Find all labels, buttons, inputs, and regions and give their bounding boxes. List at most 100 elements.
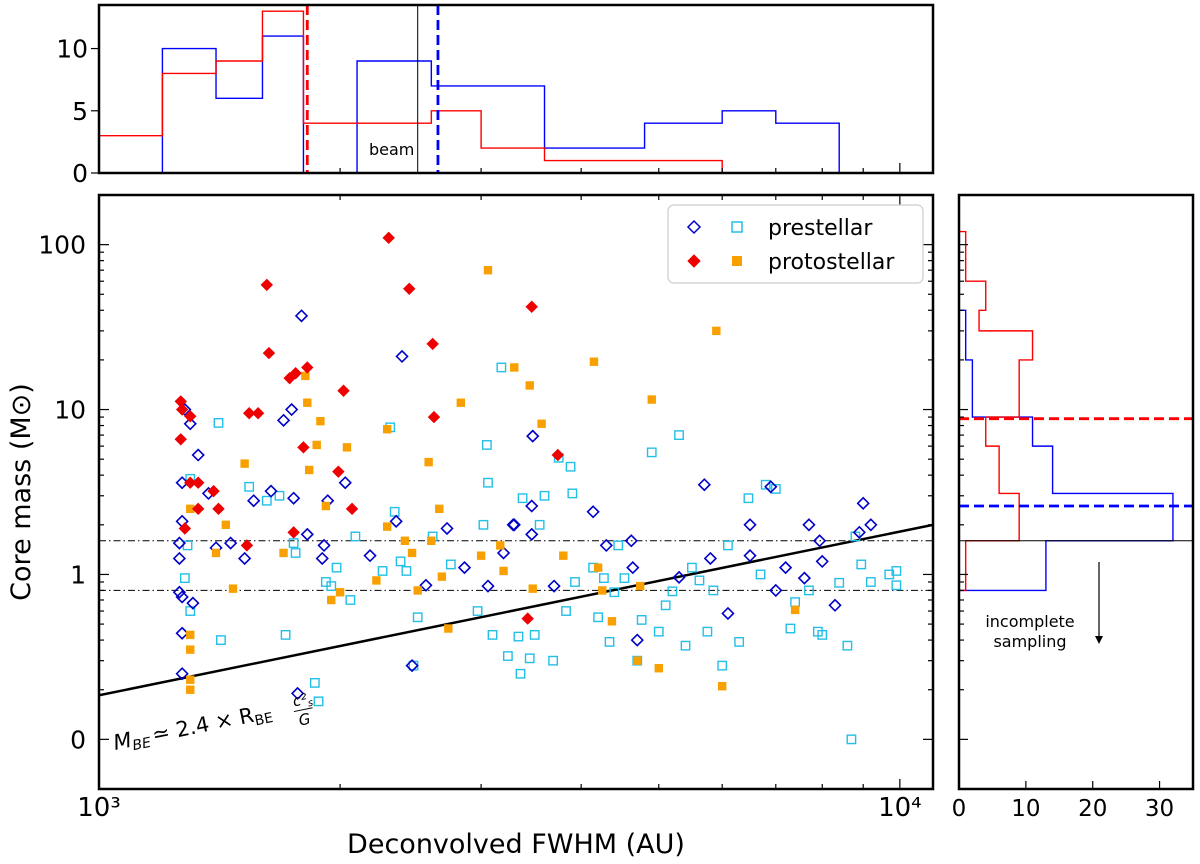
protostellar-diamond-point [332, 465, 345, 478]
prestellar-diamond-point [630, 633, 644, 647]
protostellar-square-point [372, 576, 381, 585]
prestellar-square-point [261, 495, 272, 506]
svg-text:MBE≃ 2.4 × RBE: MBE≃ 2.4 × RBE [111, 699, 274, 758]
protostellar-square-point [228, 584, 238, 593]
protostellar-square-point [510, 363, 519, 372]
protostellar-square-point [342, 443, 352, 452]
prestellar-square-point [593, 612, 604, 623]
prestellar-square-point [395, 556, 406, 567]
protostellar-square-point [496, 541, 505, 550]
fit-label-den: G [297, 710, 312, 730]
prestellar-square-point [856, 559, 867, 570]
protostellar-diamond-point [262, 346, 276, 360]
top-histogram-frame [97, 3, 935, 175]
prestellar-diamond-point [175, 667, 189, 681]
protostellar-diamond-point [337, 384, 350, 397]
protostellar-square-point [382, 522, 392, 531]
protostellar-diamond-point [212, 502, 225, 516]
prestellar-diamond-point [405, 658, 419, 673]
prestellar-diamond-point [223, 536, 238, 550]
protostellar-square-point [456, 398, 466, 407]
prestellar-square-point [760, 479, 771, 490]
prestellar-diamond-point [743, 549, 757, 563]
legend-marker-protostellar-diamond [687, 254, 701, 268]
prestellar-square-point [244, 481, 255, 492]
protostellar-square-point [607, 617, 617, 626]
prestellar-diamond-point [276, 413, 291, 427]
legend: prestellar protostellar [667, 204, 924, 284]
prestellar-square-point [309, 677, 320, 688]
prestellar-diamond-point [812, 534, 827, 548]
prestellar-diamond-point [457, 560, 472, 575]
protostellar-square-point [437, 572, 447, 581]
main-scatter: 10³ 10⁴ 0 1 10 100 Deconvolved FWHM (AU) Co… [6, 193, 935, 860]
prestellar-diamond-point [172, 536, 187, 550]
prestellar-square-point [891, 566, 902, 576]
beam-label: beam [369, 140, 414, 159]
prestellar-square-point [561, 606, 571, 616]
protostellar-diamond-point [174, 433, 187, 446]
incomplete-word: incomplete [985, 612, 1074, 631]
protostellar-square-point [316, 416, 325, 426]
protostellar-square-point [647, 395, 656, 404]
prestellar-square-point [817, 629, 828, 640]
protostellar-square-point [321, 501, 331, 511]
prestellar-diamond-point [721, 606, 735, 621]
fit-label-fraction-bar [293, 707, 313, 713]
prestellar-square-point [891, 580, 902, 591]
protostellar-square-point [593, 563, 603, 572]
prestellar-square-point [288, 538, 299, 548]
prestellar-square-point [478, 519, 489, 530]
prestellar-square-point [345, 595, 356, 605]
prestellar-square-point [515, 668, 526, 679]
protostellar-square-point [186, 630, 195, 640]
protostellar-diamond-point [251, 407, 265, 420]
protostellar-diamond-point [345, 502, 359, 516]
prestellar-square-point [674, 430, 684, 440]
prestellar-square-point [660, 600, 671, 611]
prestellar-square-point [524, 653, 535, 664]
legend-marker-prestellar-square [731, 221, 743, 233]
prestellar-square-point [513, 631, 524, 642]
prestellar-square-point [846, 734, 857, 745]
fit-label-msub: BE [131, 735, 152, 754]
protostellar-square-point [635, 581, 645, 591]
protostellar-diamond-point [175, 403, 189, 416]
prestellar-square-point [483, 477, 493, 488]
protostellar-square-point [483, 265, 493, 275]
fit-label-m: M [111, 728, 134, 755]
prestellar-diamond-point [395, 349, 409, 364]
prestellar-diamond-point [624, 534, 638, 548]
prestellar-diamond-point [703, 551, 718, 566]
prestellar-square-point [842, 640, 853, 651]
fit-label-mid: ≃ 2.4 × R [150, 703, 256, 747]
prestellar-square-point [884, 569, 895, 580]
protostellar-square-point [476, 551, 486, 560]
protostellar-square-point [303, 398, 312, 407]
protostellar-diamond-point [260, 278, 273, 292]
legend-label-protostellar: protostellar [768, 250, 895, 275]
bonnor-ebert-fit-line [99, 523, 933, 697]
prestellar-square-point [548, 655, 559, 666]
protostellar-diamond-point [427, 410, 441, 424]
prestellar-diamond-point [172, 585, 187, 599]
protostellar-square-point [598, 586, 607, 595]
protostellar-square-point [335, 588, 345, 597]
prestellar-diamond-point [802, 518, 816, 532]
prestellar-square-point [213, 417, 224, 428]
prestellar-square-point [567, 488, 578, 499]
prestellar-diamond-point [525, 527, 539, 542]
protostellar-diamond-point [426, 337, 439, 351]
fit-label-rsub: BE [253, 710, 274, 729]
prestellar-diamond-point [672, 570, 686, 585]
prestellar-diamond-point [525, 499, 539, 513]
prestellar-diamond-point [389, 514, 403, 528]
legend-marker-protostellar-square [732, 256, 742, 266]
prestellar-square-point [850, 531, 861, 542]
prestellar-square-point [216, 635, 226, 645]
prestellar-diamond-point [586, 505, 600, 519]
prestellar-diamond-point [697, 478, 711, 492]
prestellar-diamond-point [507, 518, 521, 532]
protostellar-diamond-point [382, 231, 395, 245]
